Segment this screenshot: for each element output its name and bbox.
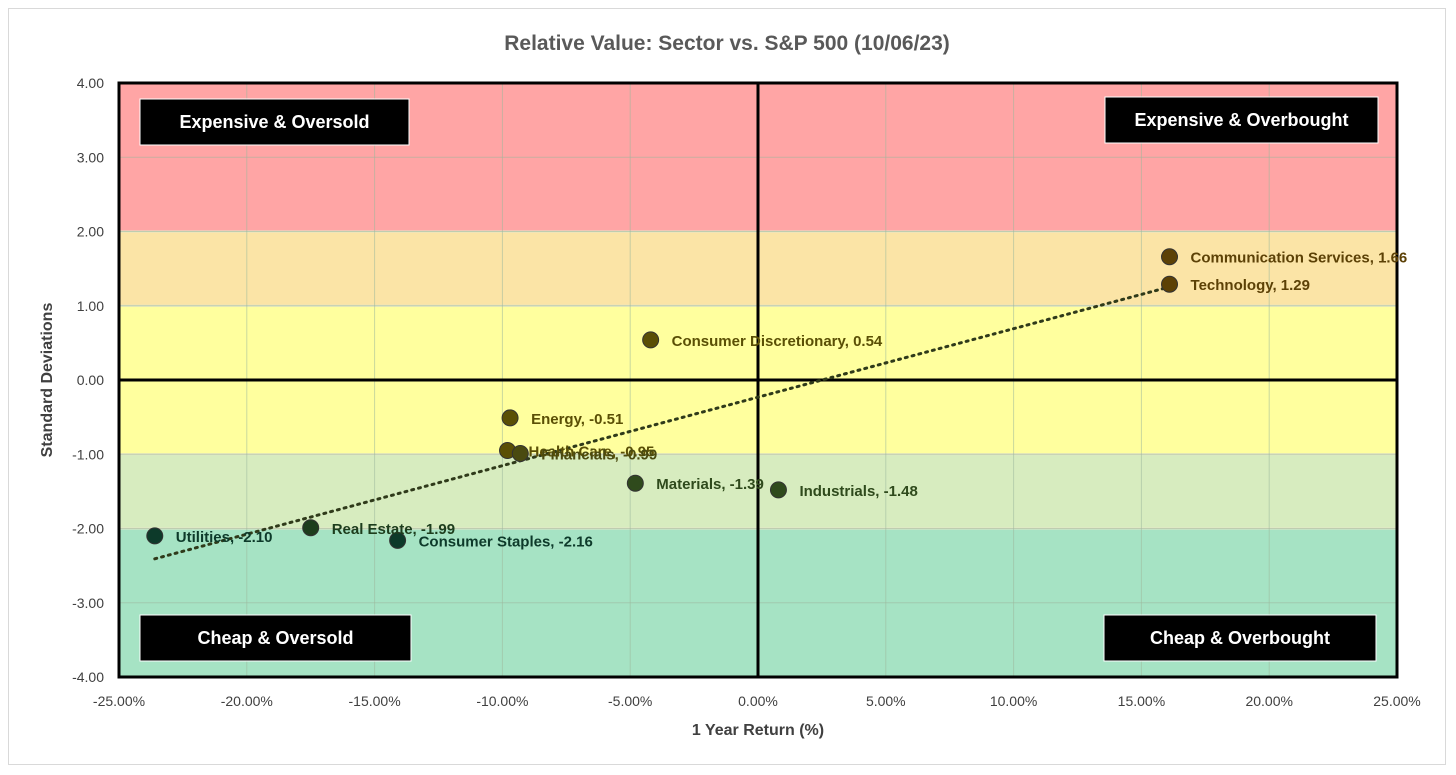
data-label: Materials, -1.39 [656,476,764,493]
axes-and-plot-border [117,81,1399,679]
data-point [769,481,787,499]
data-point [1161,248,1179,266]
x-tick-label: -20.00% [221,693,273,709]
trendline-path [153,285,1172,561]
x-tick-label: 5.00% [866,693,906,709]
data-label: Real Estate, -1.99 [332,521,455,538]
y-tick-label: -4.00 [72,669,104,685]
y-axis-label: Standard Deviations [39,303,56,458]
y-tick-label: 4.00 [77,75,104,91]
quadrant-box-bottom_right [1103,614,1377,662]
x-tick-label: -15.00% [349,693,401,709]
data-point [302,519,320,537]
x-axis-tick-labels: -25.00% -20.00% -15.00% -10.00% -5.00% 0.00% 5… [93,693,1421,709]
x-tick-label: 15.00% [1118,693,1165,709]
data-point [642,331,660,349]
data-label: Consumer Staples, -2.16 [419,533,593,550]
x-tick-label: 0.00% [738,693,778,709]
y-tick-label: 0.00 [77,372,104,388]
data-points: Communication Services, 1.66 Technology, … [146,248,1408,550]
y-tick-label: 2.00 [77,224,104,240]
y-tick-label: -2.00 [72,521,104,537]
quadrant-box-top_left [139,98,410,146]
quadrant-label-bottom_right: Cheap & Overbought [1150,628,1330,648]
y-tick-label: -3.00 [72,595,104,611]
quadrant-label-bottom_left: Cheap & Oversold [197,628,353,648]
chart-title: Relative Value: Sector vs. S&P 500 (10/0… [504,32,950,55]
x-tick-label: -5.00% [608,693,652,709]
x-tick-label: -25.00% [93,693,145,709]
data-point [626,474,644,492]
x-tick-label: -10.00% [476,693,528,709]
data-label: Energy, -0.51 [531,411,623,428]
data-label: Communication Services, 1.66 [1191,250,1408,267]
data-label: Industrials, -1.48 [799,483,917,500]
data-point [501,409,519,427]
data-label: Financials, -0.99 [541,447,657,464]
quadrant-label-top_left: Expensive & Oversold [179,112,369,132]
data-point [146,527,164,545]
x-tick-label: 20.00% [1245,693,1292,709]
data-label: Utilities, -2.10 [176,529,273,546]
x-axis-label: 1 Year Return (%) [692,722,824,739]
y-tick-label: -1.00 [72,446,104,462]
x-tick-label: 10.00% [990,693,1037,709]
trendline [153,285,1172,561]
y-tick-label: 3.00 [77,149,104,165]
quadrant-box-bottom_left [139,614,412,662]
data-point [511,445,529,463]
y-tick-label: 1.00 [77,298,104,314]
data-label: Consumer Discretionary, 0.54 [672,333,883,350]
quadrant-label-top_right: Expensive & Overbought [1134,110,1348,130]
quadrant-labels: Expensive & Oversold Expensive & Overboug… [139,96,1379,662]
data-point [389,531,407,549]
data-label: Technology, 1.29 [1191,277,1310,294]
data-label: Health Care, -0.95 [529,444,655,461]
data-point [1161,275,1179,293]
x-tick-label: 25.00% [1373,693,1420,709]
quadrant-box-top_right [1104,96,1379,144]
y-axis-tick-labels: 4.00 3.00 2.00 1.00 0.00 -1.00 -2.00 -3.00 -4.00 [72,75,104,685]
